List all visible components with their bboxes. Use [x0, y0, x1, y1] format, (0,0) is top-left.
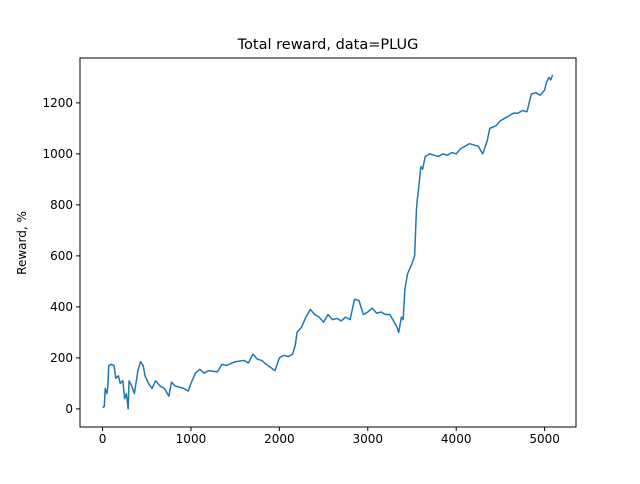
y-tick-label: 0	[65, 402, 73, 416]
x-tick-label: 4000	[441, 432, 472, 446]
y-tick-label: 200	[50, 351, 73, 365]
x-tick-label: 1000	[176, 432, 207, 446]
y-tick-label: 1200	[42, 96, 73, 110]
x-tick-label: 2000	[264, 432, 295, 446]
x-tick-label: 0	[99, 432, 107, 446]
y-tick-label: 400	[50, 300, 73, 314]
x-tick-label: 3000	[353, 432, 384, 446]
x-tick-label: 5000	[529, 432, 560, 446]
y-axis-label: Reward, %	[15, 211, 29, 275]
line	[102, 74, 554, 410]
y-tick-label: 1000	[42, 147, 73, 161]
chart-title: Total reward, data=PLUG	[237, 37, 419, 53]
y-tick-label: 800	[50, 198, 73, 212]
plot-frame	[79, 57, 577, 428]
y-tick-label: 600	[50, 249, 73, 263]
